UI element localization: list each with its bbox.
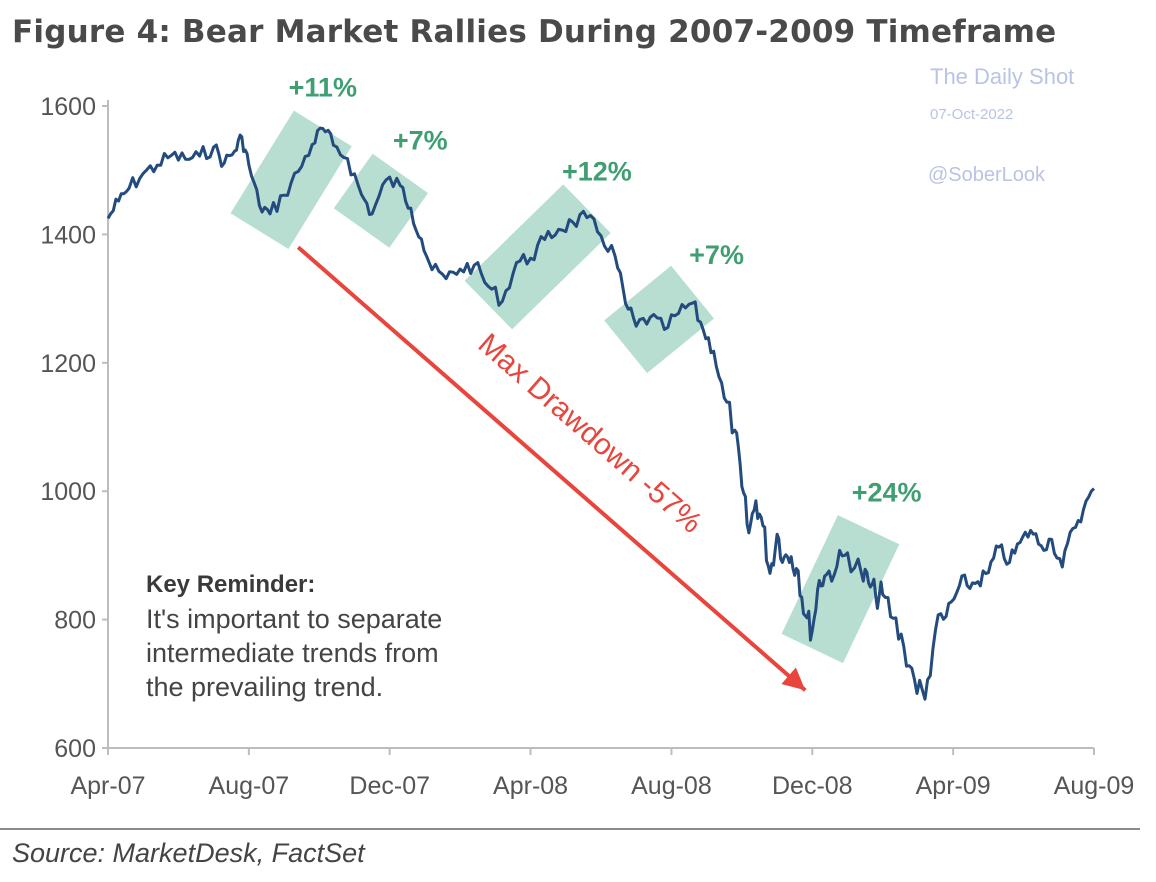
key-reminder-line: intermediate trends from: [146, 638, 439, 668]
x-tick-label: Apr-07: [70, 772, 145, 800]
key-reminder-title: Key Reminder:: [146, 571, 316, 598]
y-tick-label: 1200: [40, 350, 96, 378]
rally-band: [464, 184, 611, 330]
y-tick-label: 1000: [40, 478, 96, 506]
rally-band: [333, 153, 428, 248]
footer-divider: [0, 828, 1140, 830]
x-tick-label: Apr-08: [493, 772, 568, 800]
y-tick-label: 600: [54, 735, 96, 763]
rally-label: +12%: [562, 157, 632, 187]
x-tick-label: Apr-09: [916, 772, 991, 800]
rally-label: +7%: [689, 240, 744, 270]
rally-label: +24%: [852, 478, 922, 508]
drawdown-arrow-line: [296, 245, 807, 692]
y-tick-label: 1400: [40, 221, 96, 249]
x-tick-label: Aug-09: [1054, 772, 1135, 800]
key-reminder-line: It's important to separate: [146, 604, 443, 634]
drawdown-label: Max Drawdown -57%: [472, 327, 708, 539]
chart-title: Figure 4: Bear Market Rallies During 200…: [12, 14, 1057, 50]
watermark-name: The Daily Shot: [930, 64, 1075, 89]
y-tick-label: 800: [54, 607, 96, 635]
x-tick-label: Aug-07: [209, 772, 290, 800]
rally-label: +11%: [289, 72, 357, 102]
price-series-line: [106, 126, 1096, 701]
x-tick-label: Aug-08: [631, 772, 712, 800]
key-reminder: Key Reminder: It's important to separate…: [146, 568, 566, 704]
watermark-date: 07-Oct-2022: [930, 106, 1014, 123]
source-note: Source: MarketDesk, FactSet: [12, 838, 365, 868]
x-tick-label: Dec-07: [349, 772, 430, 800]
watermark-handle: @SoberLook: [928, 164, 1046, 186]
drawdown-arrow-head: [781, 667, 806, 691]
x-tick-label: Dec-08: [772, 772, 853, 800]
rally-label: +7%: [393, 125, 448, 155]
key-reminder-line: the prevailing trend.: [146, 672, 384, 702]
y-tick-label: 1600: [40, 93, 96, 121]
